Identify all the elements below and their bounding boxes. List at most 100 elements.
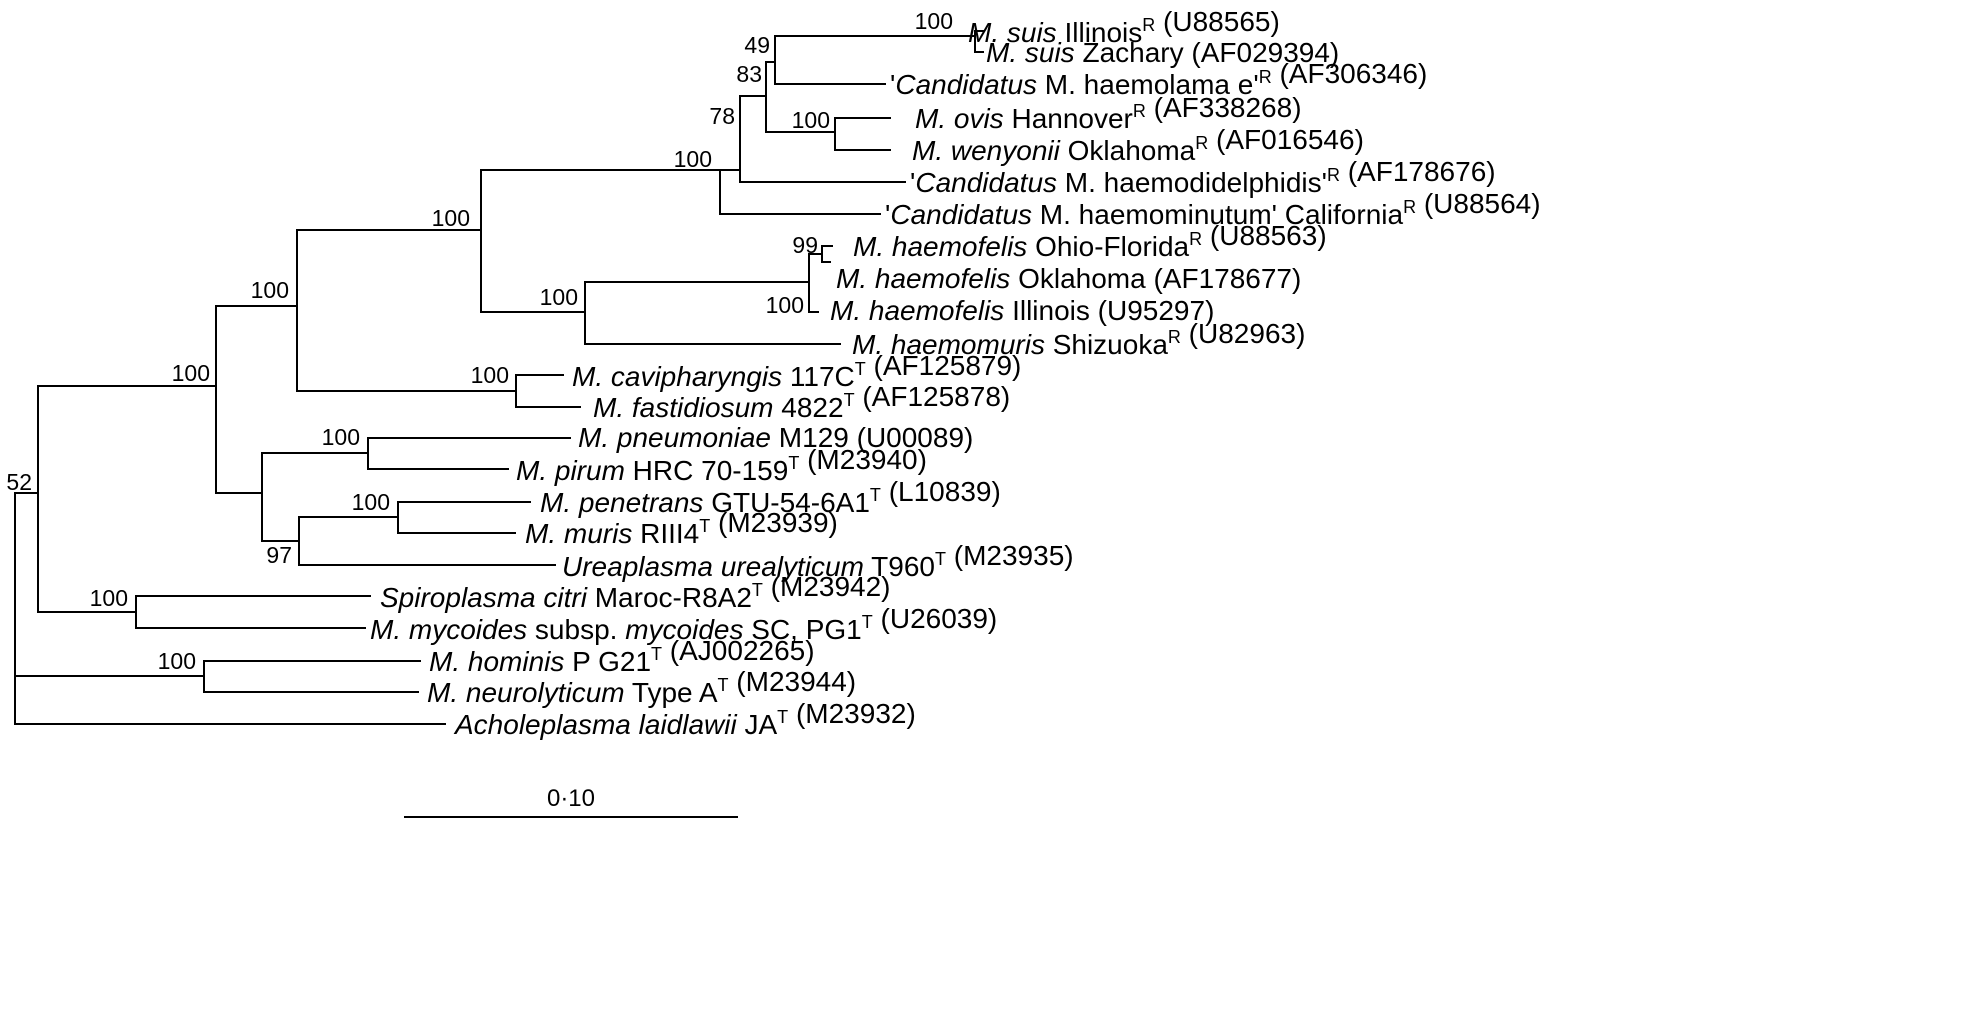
taxon-text: HRC 70-159 — [625, 455, 788, 486]
taxon-text: ' — [890, 69, 895, 100]
taxon-text: M. pirum — [516, 455, 625, 486]
taxon-text: 117C — [782, 361, 855, 392]
taxon-label-haemomuris: M. haemomuris ShizuokaR (U82963) — [852, 318, 1305, 360]
tree-branches — [14, 30, 984, 818]
taxon-label-suis-zachary: M. suis Zachary (AF029394) — [986, 37, 1339, 68]
taxon-text: M. haemominutum' California — [1032, 199, 1403, 230]
taxon-text: Illinois (U95297) — [1004, 295, 1214, 326]
strain-superscript: R — [1133, 101, 1146, 121]
taxon-text: (L10839) — [881, 476, 1001, 507]
taxon-text: Type A — [625, 677, 718, 708]
taxon-text: Candidatus — [915, 167, 1057, 198]
taxon-label-acholeplasma: Acholeplasma laidlawii JAT (M23932) — [453, 698, 916, 740]
strain-superscript: R — [1168, 327, 1181, 347]
strain-superscript: T — [870, 485, 881, 505]
taxon-text: (M23932) — [788, 698, 916, 729]
bootstrap-value-ovis-wenyonii: 100 — [792, 107, 830, 133]
taxon-text: (AF125878) — [855, 381, 1011, 412]
bootstrap-value-suis-ovis: 83 — [736, 61, 762, 87]
taxon-text: M. neurolyticum — [427, 677, 625, 708]
taxon-text: (AF306346) — [1272, 58, 1428, 89]
bootstrap-value-haemo-main: 100 — [432, 205, 470, 231]
strain-superscript: T — [699, 516, 710, 536]
taxon-text: M. haemofelis — [853, 231, 1027, 262]
taxon-text: SC, PG1 — [743, 614, 861, 645]
strain-superscript: T — [855, 359, 866, 379]
taxon-text: (AF125879) — [866, 350, 1022, 381]
taxon-text: Ohio-Florida — [1027, 231, 1189, 262]
strain-superscript: T — [788, 453, 799, 473]
taxon-label-penetrans: M. penetrans GTU-54-6A1T (L10839) — [540, 476, 1001, 518]
taxon-label-muris: M. muris RIII4T (M23939) — [525, 507, 838, 549]
bootstrap-value-suis-haemodidelphidis: 78 — [709, 103, 735, 129]
taxon-text: M. haemofelis — [836, 263, 1010, 294]
taxa-labels: M. suis IllinoisR (U88565)M. suis Zachar… — [370, 6, 1541, 740]
bootstrap-value-penetrans-ureaplasma: 97 — [266, 542, 292, 568]
taxon-label-haemolamae: 'Candidatus M. haemolama e'R (AF306346) — [890, 58, 1427, 100]
taxon-text: (M23939) — [710, 507, 838, 538]
taxon-text: ' — [885, 199, 890, 230]
bootstrap-value-haemofelis-ohio: 99 — [792, 232, 818, 258]
strain-superscript: T — [862, 612, 873, 632]
bootstrap-value-cavipharyngis-fastidiosum: 100 — [471, 362, 509, 388]
taxon-text: Illinois — [1057, 17, 1143, 48]
taxon-label-mycoides: M. mycoides subsp. mycoides SC, PG1T (U2… — [370, 603, 997, 645]
taxon-text: M. fastidiosum — [593, 392, 774, 423]
strain-superscript: R — [1195, 133, 1208, 153]
taxon-text: (AF016546) — [1208, 124, 1364, 155]
taxon-text: M. haemodidelphidis' — [1057, 167, 1327, 198]
taxon-text: subsp. — [527, 614, 625, 645]
taxon-text: (U88563) — [1202, 220, 1327, 251]
taxon-text: (AF338268) — [1146, 92, 1302, 123]
taxon-text: Candidatus — [890, 199, 1032, 230]
bootstrap-value-penetrans-muris: 100 — [352, 489, 390, 515]
taxon-text: RIII4 — [632, 518, 699, 549]
taxon-text: GTU-54-6A1 — [703, 487, 870, 518]
taxon-text: P G21 — [564, 646, 651, 677]
taxon-text: JA — [737, 709, 778, 740]
bootstrap-value-pneumoniae-pirum: 100 — [322, 424, 360, 450]
taxon-label-ureaplasma: Ureaplasma urealyticum T960T (M23935) — [562, 540, 1074, 582]
taxon-text: M. haemofelis — [830, 295, 1004, 326]
taxon-text: (U26039) — [873, 603, 998, 634]
taxon-text: ' — [910, 167, 915, 198]
strain-superscript: R — [1327, 165, 1340, 185]
taxon-text: Oklahoma (AF178677) — [1010, 263, 1301, 294]
taxon-text: M. penetrans — [540, 487, 703, 518]
strain-superscript: T — [935, 549, 946, 569]
taxon-text: 4822 — [774, 392, 844, 423]
taxon-text: M. suis — [968, 17, 1057, 48]
taxon-text: (M23940) — [799, 444, 927, 475]
strain-superscript: R — [1403, 197, 1416, 217]
taxon-label-pneumoniae: M. pneumoniae M129 (U00089) — [578, 422, 973, 453]
taxon-text: Ureaplasma urealyticum — [562, 551, 864, 582]
strain-superscript: T — [752, 580, 763, 600]
taxon-text: (AF178676) — [1340, 156, 1496, 187]
taxon-text: Candidatus — [895, 69, 1037, 100]
bootstrap-value-hominis-neurolyticum: 100 — [158, 648, 196, 674]
taxon-label-neurolyticum: M. neurolyticum Type AT (M23944) — [427, 666, 856, 708]
bootstrap-value-suis: 100 — [915, 8, 953, 34]
taxon-label-haemofelis-illinois: M. haemofelis Illinois (U95297) — [830, 295, 1214, 326]
taxon-text: M129 (U00089) — [771, 422, 973, 453]
taxon-text: Maroc-R8A2 — [587, 582, 752, 613]
bootstrap-value-haemofelis-illinois: 100 — [766, 292, 804, 318]
taxon-text: T960 — [864, 551, 935, 582]
bootstrap-value-suis-haemolamae: 49 — [744, 32, 770, 58]
taxon-text: mycoides — [625, 614, 743, 645]
taxon-label-haemodidelphidis: 'Candidatus M. haemodidelphidis'R (AF178… — [910, 156, 1496, 198]
taxon-text: Hannover — [1004, 103, 1133, 134]
taxon-label-pirum: M. pirum HRC 70-159T (M23940) — [516, 444, 927, 486]
taxon-text: M. hominis — [429, 646, 564, 677]
bootstrap-value-haemotropic-group: 100 — [674, 146, 712, 172]
strain-superscript: T — [718, 675, 729, 695]
bootstrap-value-spiroplasma-mycoides: 100 — [90, 585, 128, 611]
strain-superscript: R — [1189, 229, 1202, 249]
taxon-text: M. cavipharyngis — [572, 361, 782, 392]
taxon-text: M. ovis — [915, 103, 1004, 134]
taxon-text: (M23942) — [763, 571, 891, 602]
taxon-label-suis-illinois: M. suis IllinoisR (U88565) — [968, 6, 1280, 48]
taxon-text: M. wenyonii — [912, 135, 1061, 166]
taxon-text: (U88565) — [1155, 6, 1280, 37]
bootstrap-value-haemo-cavipharyngis: 100 — [251, 277, 289, 303]
